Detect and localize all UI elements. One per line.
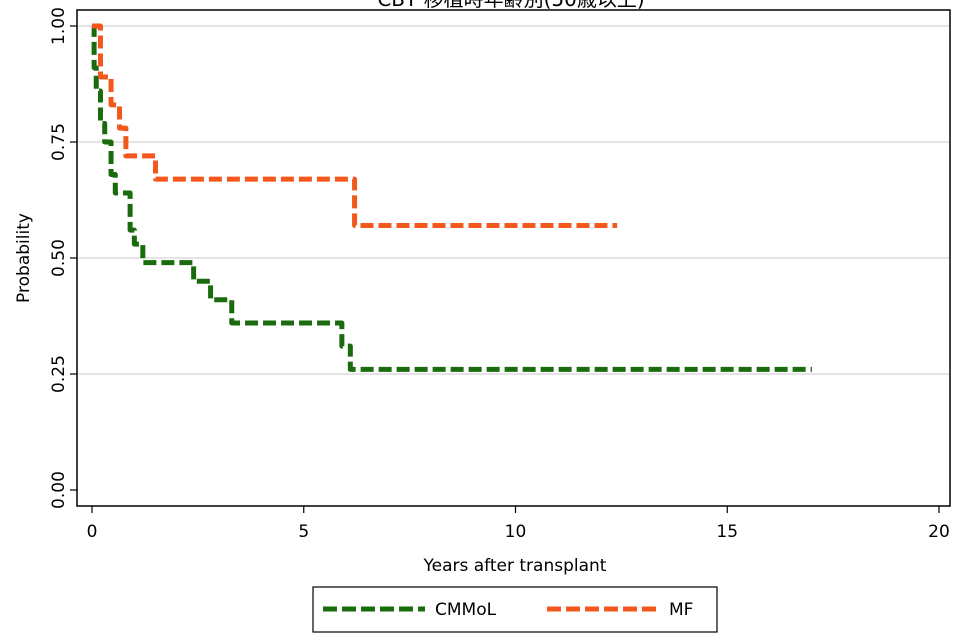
y-axis-title: Probability xyxy=(14,213,34,303)
x-tick-label: 15 xyxy=(716,522,738,542)
series-line-cmmol xyxy=(91,23,812,372)
y-tick-label: 1.00 xyxy=(49,7,69,45)
legend: CMMoL MF xyxy=(312,586,718,633)
y-tick-label: 0.75 xyxy=(49,123,69,161)
legend-label-cmmol: CMMoL xyxy=(435,600,497,620)
x-axis: 0 5 10 15 20 xyxy=(87,506,950,542)
y-tick-label: 0.25 xyxy=(49,355,69,393)
x-tick-label: 5 xyxy=(298,522,309,542)
y-tick-label: 0.00 xyxy=(49,471,69,509)
x-tick-label: 0 xyxy=(87,522,98,542)
chart-title: CBT 移植時年齢別(50歳以上) xyxy=(377,0,644,11)
series-line-mf xyxy=(92,23,618,229)
grid-lines xyxy=(78,25,949,375)
series-layer xyxy=(91,23,812,372)
y-tick-label: 0.50 xyxy=(49,239,69,277)
y-axis: 0.00 0.25 0.50 0.75 1.00 xyxy=(49,7,77,509)
x-tick-label: 20 xyxy=(928,522,950,542)
x-tick-label: 10 xyxy=(505,522,527,542)
legend-label-mf: MF xyxy=(669,600,693,620)
x-axis-title: Years after transplant xyxy=(423,556,607,576)
